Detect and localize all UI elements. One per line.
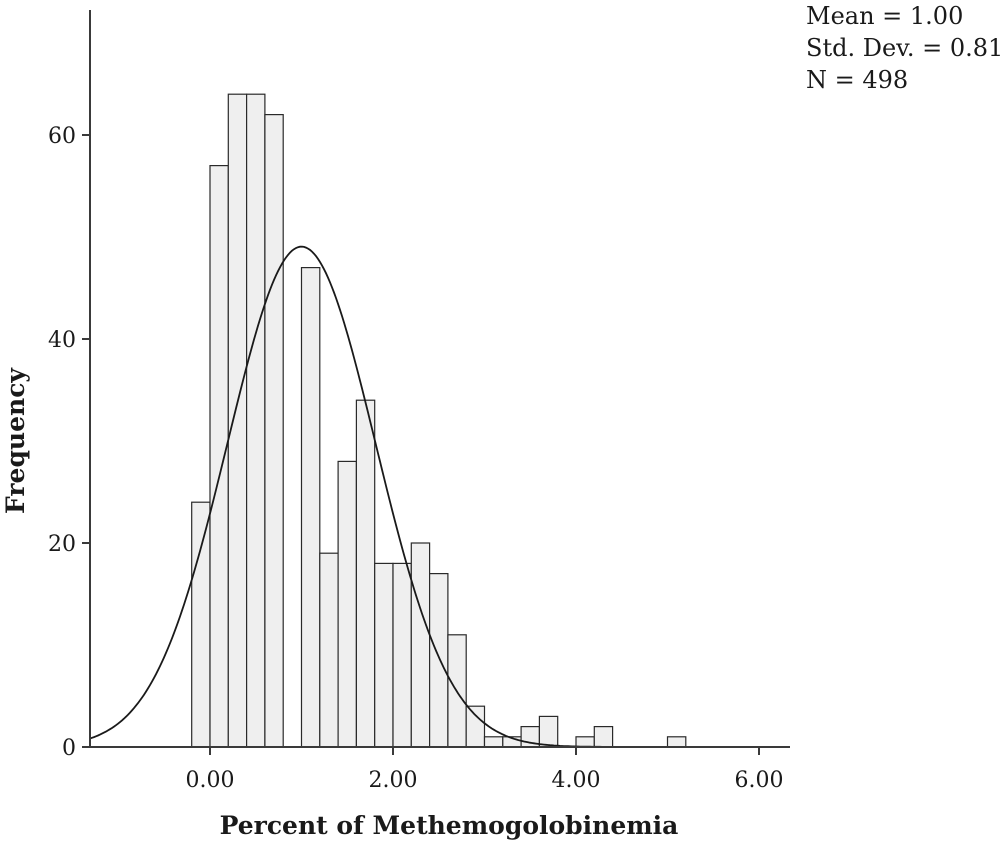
histogram-bar [374, 562, 394, 748]
y-tick-label: 20 [48, 532, 76, 557]
x-tick-label: 2.00 [369, 768, 418, 793]
histogram-bar [465, 705, 486, 748]
x-tick-label: 6.00 [735, 768, 784, 793]
n-label: N = 498 [806, 66, 909, 94]
mean-label: Mean = 1.00 [806, 2, 964, 30]
y-tick-label: 40 [48, 328, 76, 353]
y-axis-ticks: 0 20 40 60 [48, 124, 90, 761]
histogram-bar [319, 552, 339, 748]
histogram-bar [209, 165, 229, 748]
histogram-bar [246, 93, 266, 748]
std-dev-label: Std. Dev. = 0.81 [806, 34, 1000, 62]
histogram-bar [227, 93, 248, 748]
histogram-bar [191, 501, 211, 748]
histogram-bars [191, 93, 687, 748]
histogram-bar [355, 399, 376, 748]
histogram-bar [392, 562, 412, 748]
histogram-bar [538, 715, 559, 748]
histogram-bar [593, 725, 614, 748]
histogram-bar [429, 572, 449, 748]
y-axis-title: Frequency [1, 367, 30, 514]
histogram-bar [300, 267, 321, 748]
x-tick-label: 0.00 [186, 768, 235, 793]
y-tick-label: 60 [48, 124, 76, 149]
y-tick-label: 0 [62, 736, 76, 761]
histogram-bar [483, 736, 504, 748]
summary-stats-box: Mean = 1.00 Std. Dev. = 0.81 N = 498 [806, 0, 1000, 96]
histogram-bar [666, 736, 687, 748]
x-tick-label: 4.00 [552, 768, 601, 793]
histogram-bar [337, 460, 358, 748]
histogram-bar [264, 113, 284, 748]
histogram-bar [575, 736, 595, 748]
x-axis-title: Percent of Methemogolobinemia [220, 811, 679, 840]
histogram-bar [410, 542, 431, 748]
x-axis-ticks: 0.00 2.00 4.00 6.00 [186, 747, 784, 793]
